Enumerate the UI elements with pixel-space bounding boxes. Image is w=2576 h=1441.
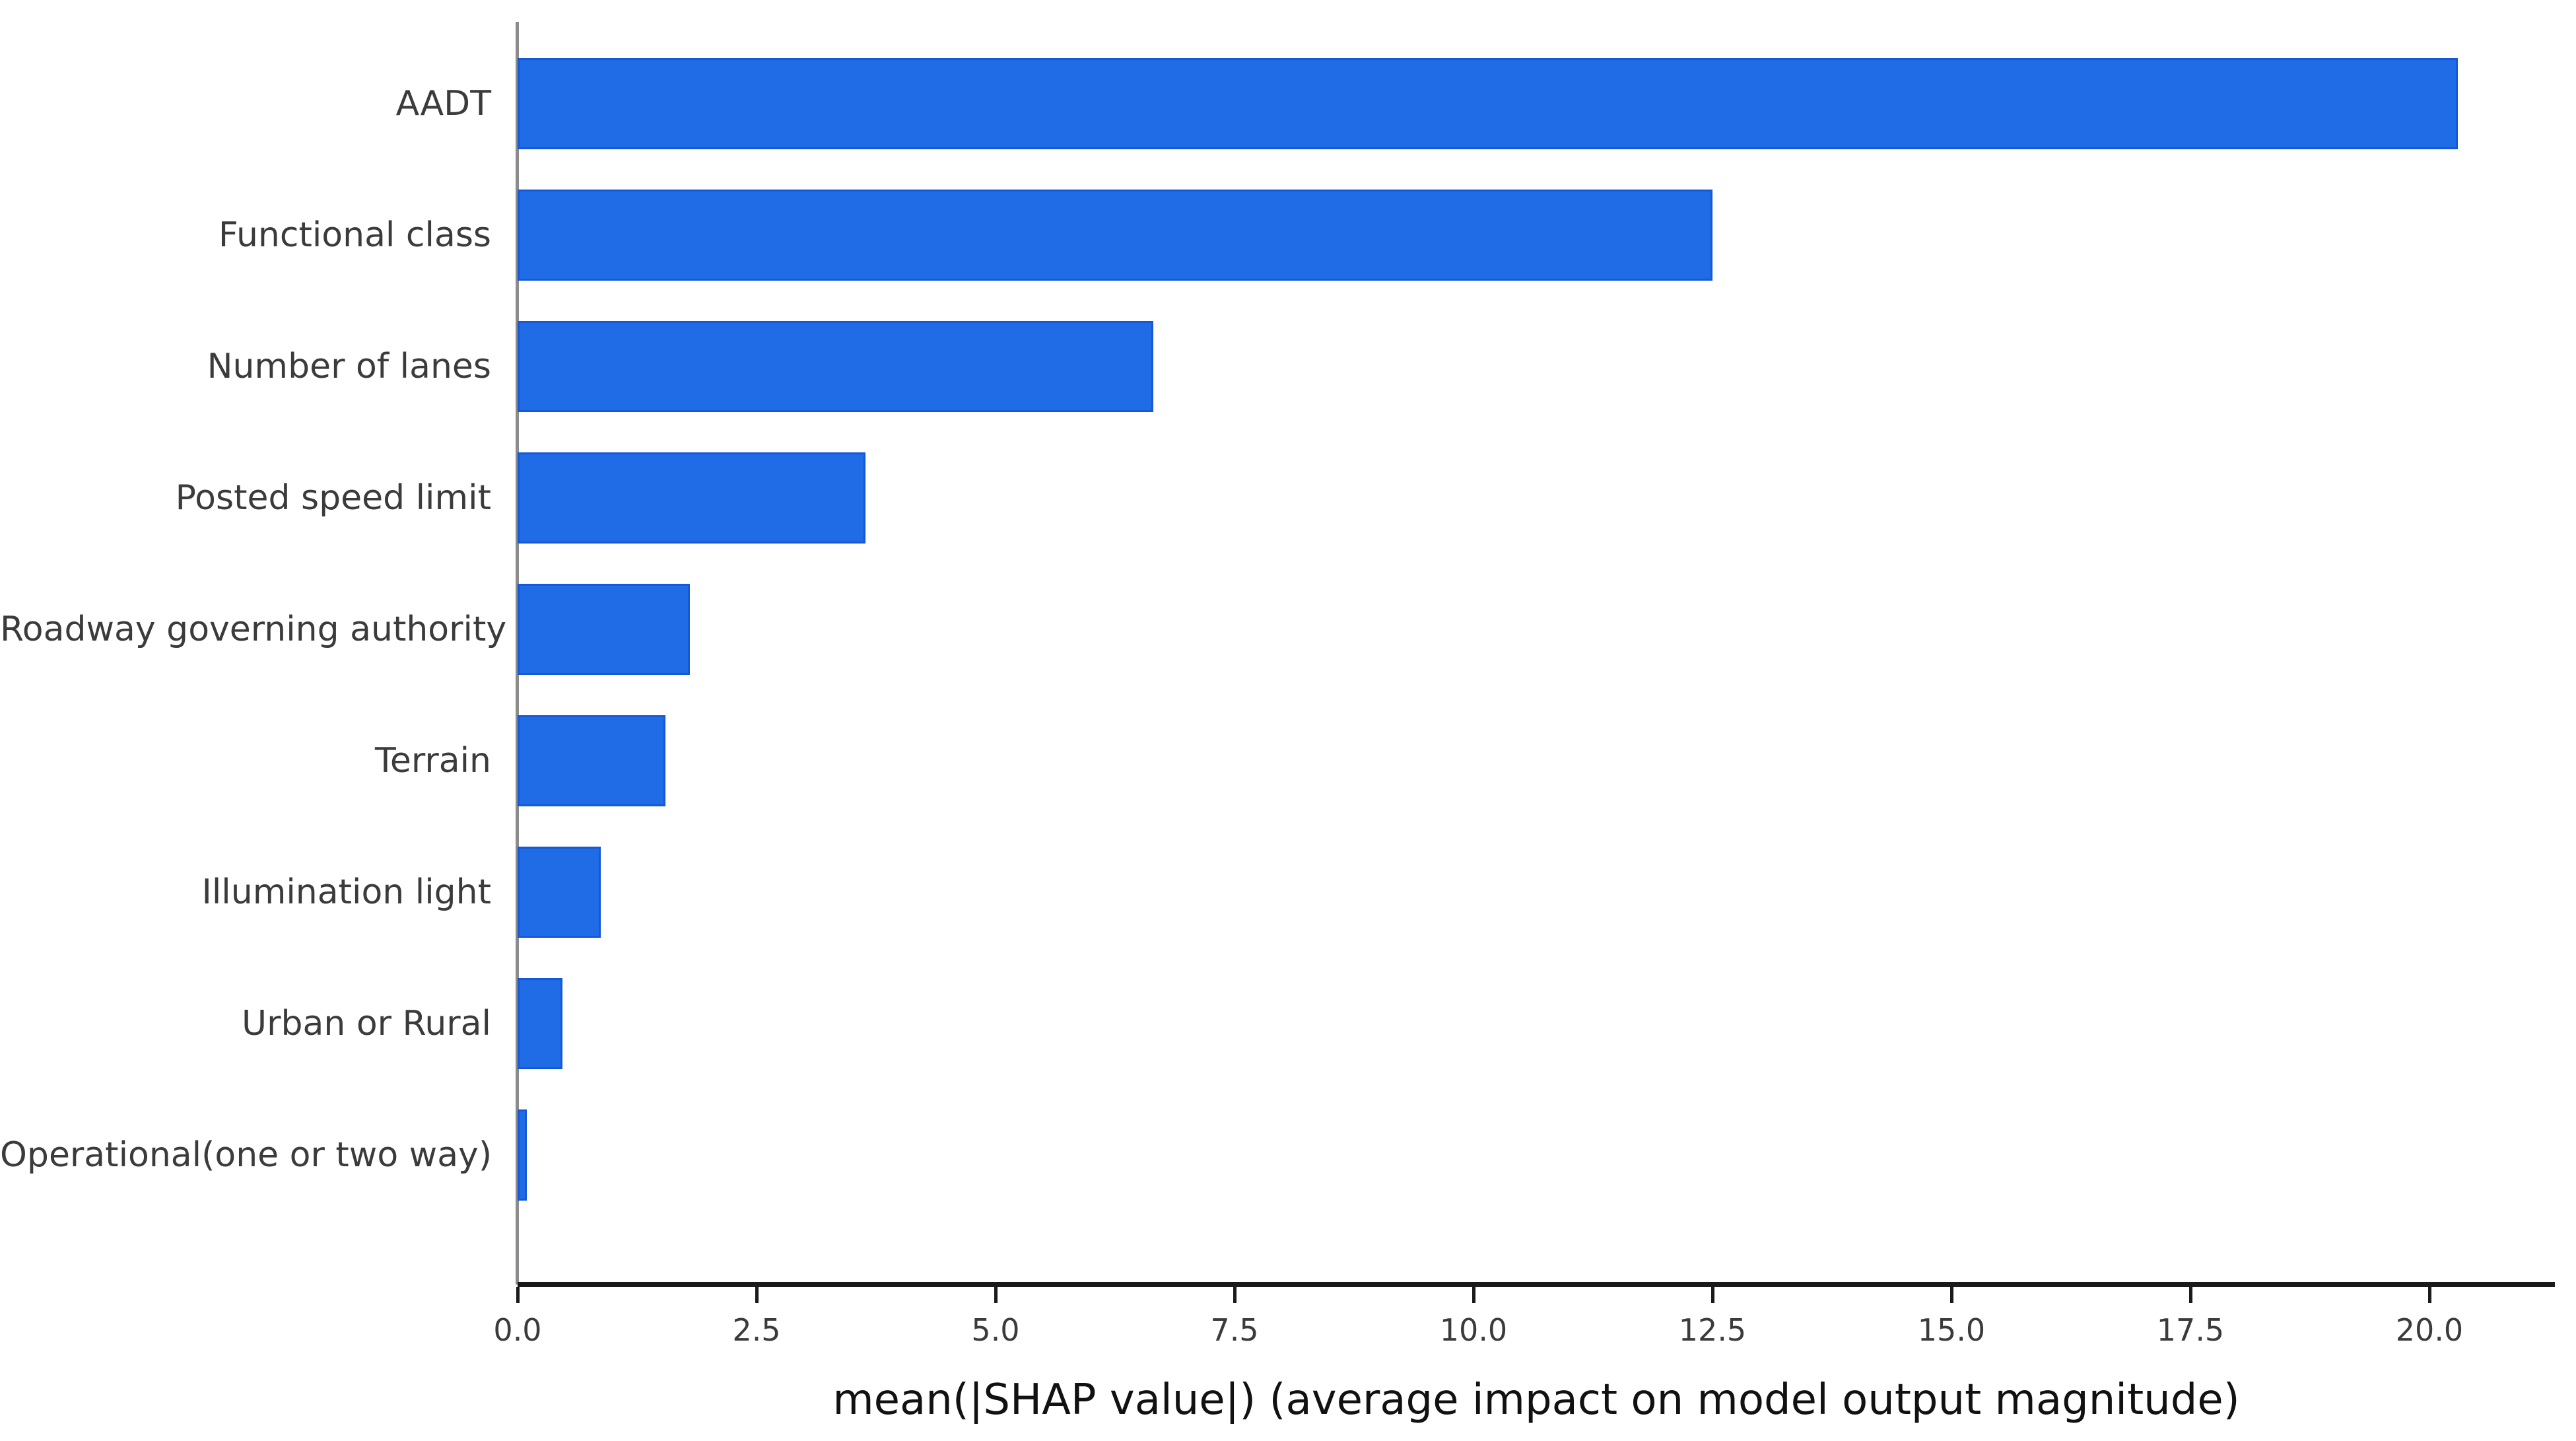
category-label: Illumination light <box>201 872 492 912</box>
category-label: Operational(one or two way) <box>0 1135 492 1175</box>
x-axis-tick <box>755 1287 759 1303</box>
x-axis-tick <box>1711 1287 1714 1303</box>
bar-posted-speed-limit <box>518 452 866 544</box>
x-axis-tick-label: 17.5 <box>2156 1312 2225 1348</box>
category-label: Functional class <box>218 215 491 255</box>
bar-number-of-lanes <box>518 321 1153 412</box>
category-label: Posted speed limit <box>175 478 491 518</box>
x-axis-tick <box>1233 1287 1237 1303</box>
x-axis-tick-label: 12.5 <box>1678 1312 1747 1348</box>
x-axis-tick-label: 2.5 <box>732 1312 781 1348</box>
category-label: Terrain <box>374 741 491 781</box>
bar-roadway-governing-authority <box>518 584 690 675</box>
category-label: AADT <box>395 84 491 123</box>
category-label: Number of lanes <box>207 347 491 386</box>
x-axis-tick-label: 0.0 <box>493 1312 542 1348</box>
bar-operational-one-or-two-way <box>518 1109 527 1201</box>
x-axis-tick-label: 15.0 <box>1917 1312 1986 1348</box>
x-axis-tick <box>516 1287 520 1303</box>
bar-illumination-light <box>518 847 601 938</box>
bar-terrain <box>518 715 666 806</box>
category-label: Urban or Rural <box>242 1004 491 1043</box>
x-axis-tick <box>1472 1287 1475 1303</box>
x-axis-line <box>518 1282 2555 1287</box>
x-axis-tick <box>2188 1287 2192 1303</box>
x-axis-tick <box>994 1287 998 1303</box>
bar-functional-class <box>518 190 1712 281</box>
bar-aadt <box>518 58 2458 149</box>
y-axis-spine <box>516 22 519 1284</box>
x-axis-tick-label: 5.0 <box>971 1312 1020 1348</box>
x-axis-tick <box>1949 1287 1953 1303</box>
x-axis-tick <box>2427 1287 2431 1303</box>
x-axis-tick-label: 10.0 <box>1439 1312 1508 1348</box>
x-axis-tick-label: 7.5 <box>1210 1312 1259 1348</box>
x-axis-tick-label: 20.0 <box>2395 1312 2464 1348</box>
x-axis-label: mean(|SHAP value|) (average impact on mo… <box>832 1376 2240 1424</box>
bar-urban-or-rural <box>518 978 563 1069</box>
category-label: Roadway governing authority <box>0 610 507 649</box>
